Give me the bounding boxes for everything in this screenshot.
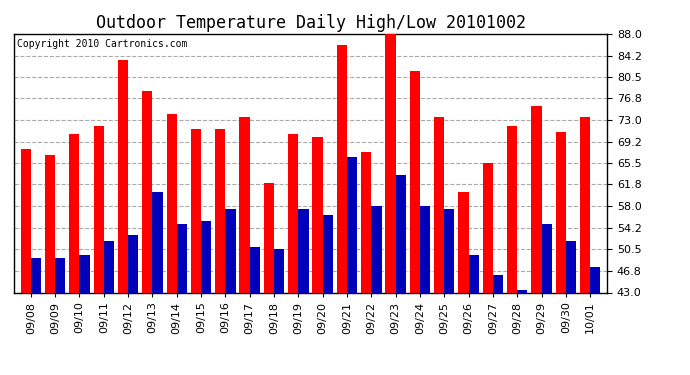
Bar bbox=[298, 209, 308, 292]
Bar bbox=[507, 126, 518, 292]
Bar bbox=[566, 241, 576, 292]
Bar bbox=[410, 71, 420, 292]
Bar bbox=[226, 209, 235, 292]
Bar bbox=[45, 154, 55, 292]
Bar bbox=[395, 175, 406, 292]
Bar bbox=[386, 31, 395, 292]
Bar bbox=[458, 192, 469, 292]
Bar bbox=[94, 126, 104, 292]
Bar bbox=[152, 192, 163, 292]
Bar bbox=[274, 249, 284, 292]
Bar bbox=[469, 255, 479, 292]
Bar bbox=[166, 114, 177, 292]
Bar bbox=[518, 290, 527, 292]
Bar bbox=[444, 209, 455, 292]
Bar bbox=[313, 137, 323, 292]
Bar bbox=[288, 134, 298, 292]
Bar bbox=[347, 158, 357, 292]
Bar bbox=[555, 132, 566, 292]
Bar bbox=[250, 246, 260, 292]
Bar bbox=[79, 255, 90, 292]
Bar bbox=[201, 220, 211, 292]
Bar bbox=[104, 241, 114, 292]
Bar bbox=[580, 117, 590, 292]
Title: Outdoor Temperature Daily High/Low 20101002: Outdoor Temperature Daily High/Low 20101… bbox=[95, 14, 526, 32]
Bar bbox=[434, 117, 444, 292]
Bar bbox=[31, 258, 41, 292]
Bar bbox=[21, 149, 31, 292]
Bar bbox=[215, 129, 226, 292]
Bar bbox=[371, 206, 382, 292]
Bar bbox=[483, 163, 493, 292]
Bar bbox=[118, 60, 128, 292]
Bar bbox=[191, 129, 201, 292]
Bar bbox=[264, 183, 274, 292]
Bar bbox=[531, 106, 542, 292]
Bar bbox=[420, 206, 430, 292]
Bar bbox=[69, 134, 79, 292]
Bar bbox=[55, 258, 66, 292]
Bar bbox=[542, 224, 552, 292]
Bar bbox=[142, 91, 152, 292]
Bar bbox=[323, 215, 333, 292]
Bar bbox=[590, 267, 600, 292]
Bar bbox=[177, 224, 187, 292]
Text: Copyright 2010 Cartronics.com: Copyright 2010 Cartronics.com bbox=[17, 39, 187, 49]
Bar bbox=[337, 45, 347, 292]
Bar bbox=[239, 117, 250, 292]
Bar bbox=[493, 275, 503, 292]
Bar bbox=[128, 235, 138, 292]
Bar bbox=[361, 152, 371, 292]
